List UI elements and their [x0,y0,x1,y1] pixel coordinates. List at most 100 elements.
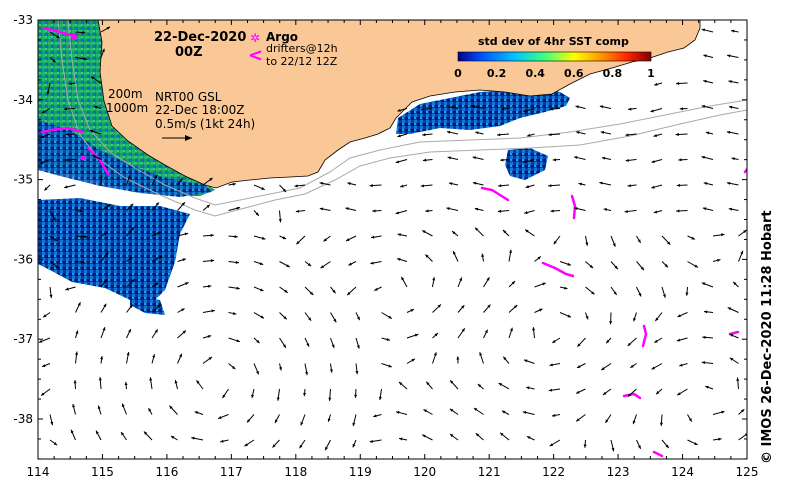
current-arrowhead [449,408,454,412]
current-arrowhead [70,429,74,434]
current-arrowhead [638,292,642,297]
current-arrowhead [65,287,69,291]
current-arrowhead [89,129,94,133]
current-arrowhead [637,445,641,449]
current-arrowhead [103,232,108,236]
current-arrowhead [611,447,615,452]
current-arrowhead [329,369,333,373]
current-arrowhead [650,109,654,113]
current-arrowhead [207,335,212,338]
current-arrowhead [606,339,610,344]
current-arrowhead [500,158,504,162]
current-arrowhead [523,109,527,113]
current-arrowhead [703,310,708,314]
current-arrowhead [627,393,632,397]
current-arrowhead [446,207,450,211]
current-arrowhead [624,209,628,213]
current-arrowhead [236,286,240,290]
current-arrowhead [79,209,83,213]
current-arrowhead [599,105,604,109]
current-arrowhead [283,316,287,320]
current-arrowhead [727,54,731,58]
current-arrowhead [422,230,426,234]
current-arrowhead [256,370,259,375]
x-tick-label: 119 [349,465,372,479]
current-arrowhead [231,365,236,370]
current-arrowhead [194,411,199,415]
current-arrowhead [589,264,594,269]
current-arrowhead [182,258,186,262]
y-tick-label: -37 [13,332,33,346]
current-arrowhead [53,442,58,446]
current-arrowhead [667,241,671,245]
colorbar-tick-label: 1 [647,67,655,80]
current-arrowhead [371,235,375,239]
current-arrowhead [44,187,48,191]
current-arrowhead [274,419,278,423]
current-arrowhead [397,258,401,261]
current-arrowhead [679,363,683,367]
current-arrowhead [211,309,215,313]
current-arrowhead [453,251,456,255]
current-arrowhead [179,353,182,358]
current-arrowhead [184,232,189,236]
current-arrowhead [65,158,69,162]
current-arrowhead [601,367,605,371]
current-arrowhead [664,264,668,268]
current-arrowhead [675,81,680,85]
current-arrowhead [450,380,454,384]
current-arrowhead [484,329,488,334]
current-arrowhead [128,257,133,261]
current-arrowhead [532,327,536,331]
current-arrowhead [524,359,528,363]
current-arrowhead [356,316,360,321]
credit-text: © IMOS 26-Dec-2020 11:28 Hobart [760,210,775,464]
current-arrowhead [65,132,69,136]
current-arrowhead [727,307,732,311]
current-arrowhead [678,158,682,162]
y-tick-label: -38 [13,412,33,426]
current-arrowhead [473,407,478,412]
current-arrowhead [345,207,349,211]
current-arrowhead [509,327,513,332]
current-arrowhead [613,291,617,295]
current-arrowhead [52,217,56,222]
colorbar [457,51,652,62]
current-arrowhead [677,314,681,317]
current-arrowhead [279,367,282,371]
current-arrowhead [328,397,332,401]
current-arrowhead [497,209,502,213]
current-arrowhead [352,443,356,448]
current-arrowhead [41,392,45,396]
current-arrowhead [422,133,426,137]
current-arrowhead [576,390,580,394]
current-arrowhead [41,110,46,114]
colorbar-title: std dev of 4hr SST comp [478,35,629,48]
current-arrowhead [206,204,210,208]
current-arrowhead [549,443,554,447]
current-arrowhead [654,339,658,343]
current-arrowhead [523,160,527,164]
current-arrowhead [131,227,135,231]
current-arrowhead [703,79,707,83]
current-arrowhead [585,242,589,246]
current-arrowhead [397,108,401,112]
current-arrowhead [306,343,310,347]
current-arrowhead [124,381,128,386]
australia-land [97,20,701,189]
current-arrowhead [654,82,658,86]
x-tick-label: 123 [607,465,630,479]
current-arrowhead [154,329,158,333]
current-arrowhead [171,435,175,439]
current-arrowhead [319,181,323,185]
current-arrowhead [651,366,656,370]
current-arrowhead [128,329,131,333]
current-arrowhead [294,184,298,188]
current-arrowhead [75,330,79,334]
current-arrowhead [332,289,336,294]
x-tick-label: 118 [284,465,307,479]
current-arrowhead [653,210,658,214]
current-arrowhead [152,354,156,358]
current-arrowhead [299,444,303,449]
current-arrowhead [333,318,337,323]
